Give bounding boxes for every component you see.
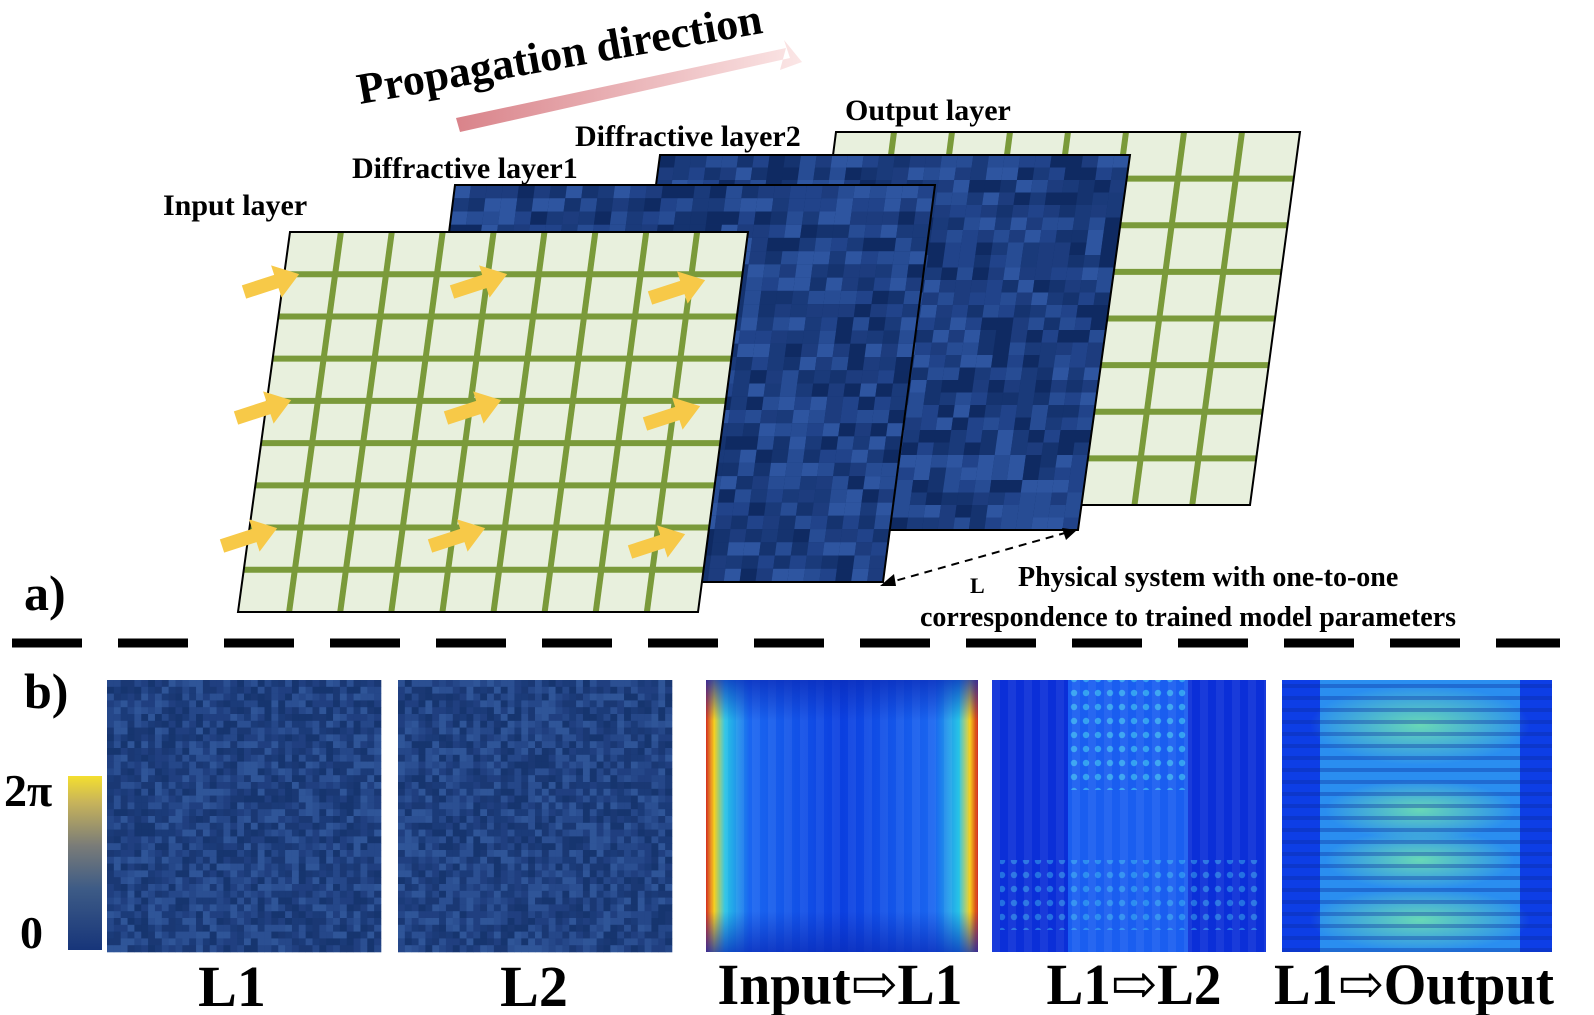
light-arrow-icon	[233, 391, 292, 425]
caption-l1: L1	[198, 954, 266, 1015]
diffractive-layer-2-label: Diffractive layer2	[575, 120, 801, 153]
propagation-arrow	[456, 40, 802, 132]
distance-label: L	[970, 573, 985, 598]
incident-light-arrows	[219, 265, 706, 559]
light-arrow-icon	[241, 265, 300, 299]
caption-l1-to-output: L1⇨Output	[1274, 952, 1555, 1015]
caption-input-to-l1: Input⇨L1	[718, 952, 963, 1015]
light-arrow-icon	[427, 519, 486, 553]
caption-l2: L2	[500, 954, 568, 1015]
colorbar-max-label: 2π	[4, 765, 52, 816]
diffractive-layer-1-label: Diffractive layer1	[352, 152, 578, 185]
note-line-2: correspondence to trained model paramete…	[920, 602, 1456, 633]
light-arrow-icon	[647, 271, 706, 305]
colorbar-min-label: 0	[20, 907, 43, 958]
phase-mask-l1	[107, 680, 382, 953]
light-arrow-icon	[627, 525, 686, 559]
note-line-1: Physical system with one-to-one	[1018, 562, 1398, 593]
phase-mask-l2	[398, 680, 673, 953]
input-layer-label: Input layer	[163, 189, 307, 222]
panel-a: Propagation direction Input layer	[24, 0, 1456, 633]
field-l1-to-l2	[992, 680, 1266, 952]
caption-l1-to-l2: L1⇨L2	[1047, 952, 1222, 1015]
output-layer-label: Output layer	[845, 94, 1011, 127]
input-layer	[219, 231, 750, 613]
light-arrow-icon	[219, 519, 278, 553]
panel-b: b) 2π 0	[4, 663, 1555, 1015]
light-arrow-icon	[443, 391, 502, 425]
light-arrow-icon	[449, 265, 508, 299]
distance-marker	[880, 528, 1077, 586]
panel-b-tag: b)	[24, 663, 68, 719]
field-input-to-l1	[706, 680, 978, 952]
panel-a-tag: a)	[24, 565, 66, 621]
light-arrow-icon	[642, 397, 701, 431]
field-l1-to-output	[1282, 680, 1552, 952]
phase-colorbar	[68, 776, 102, 950]
